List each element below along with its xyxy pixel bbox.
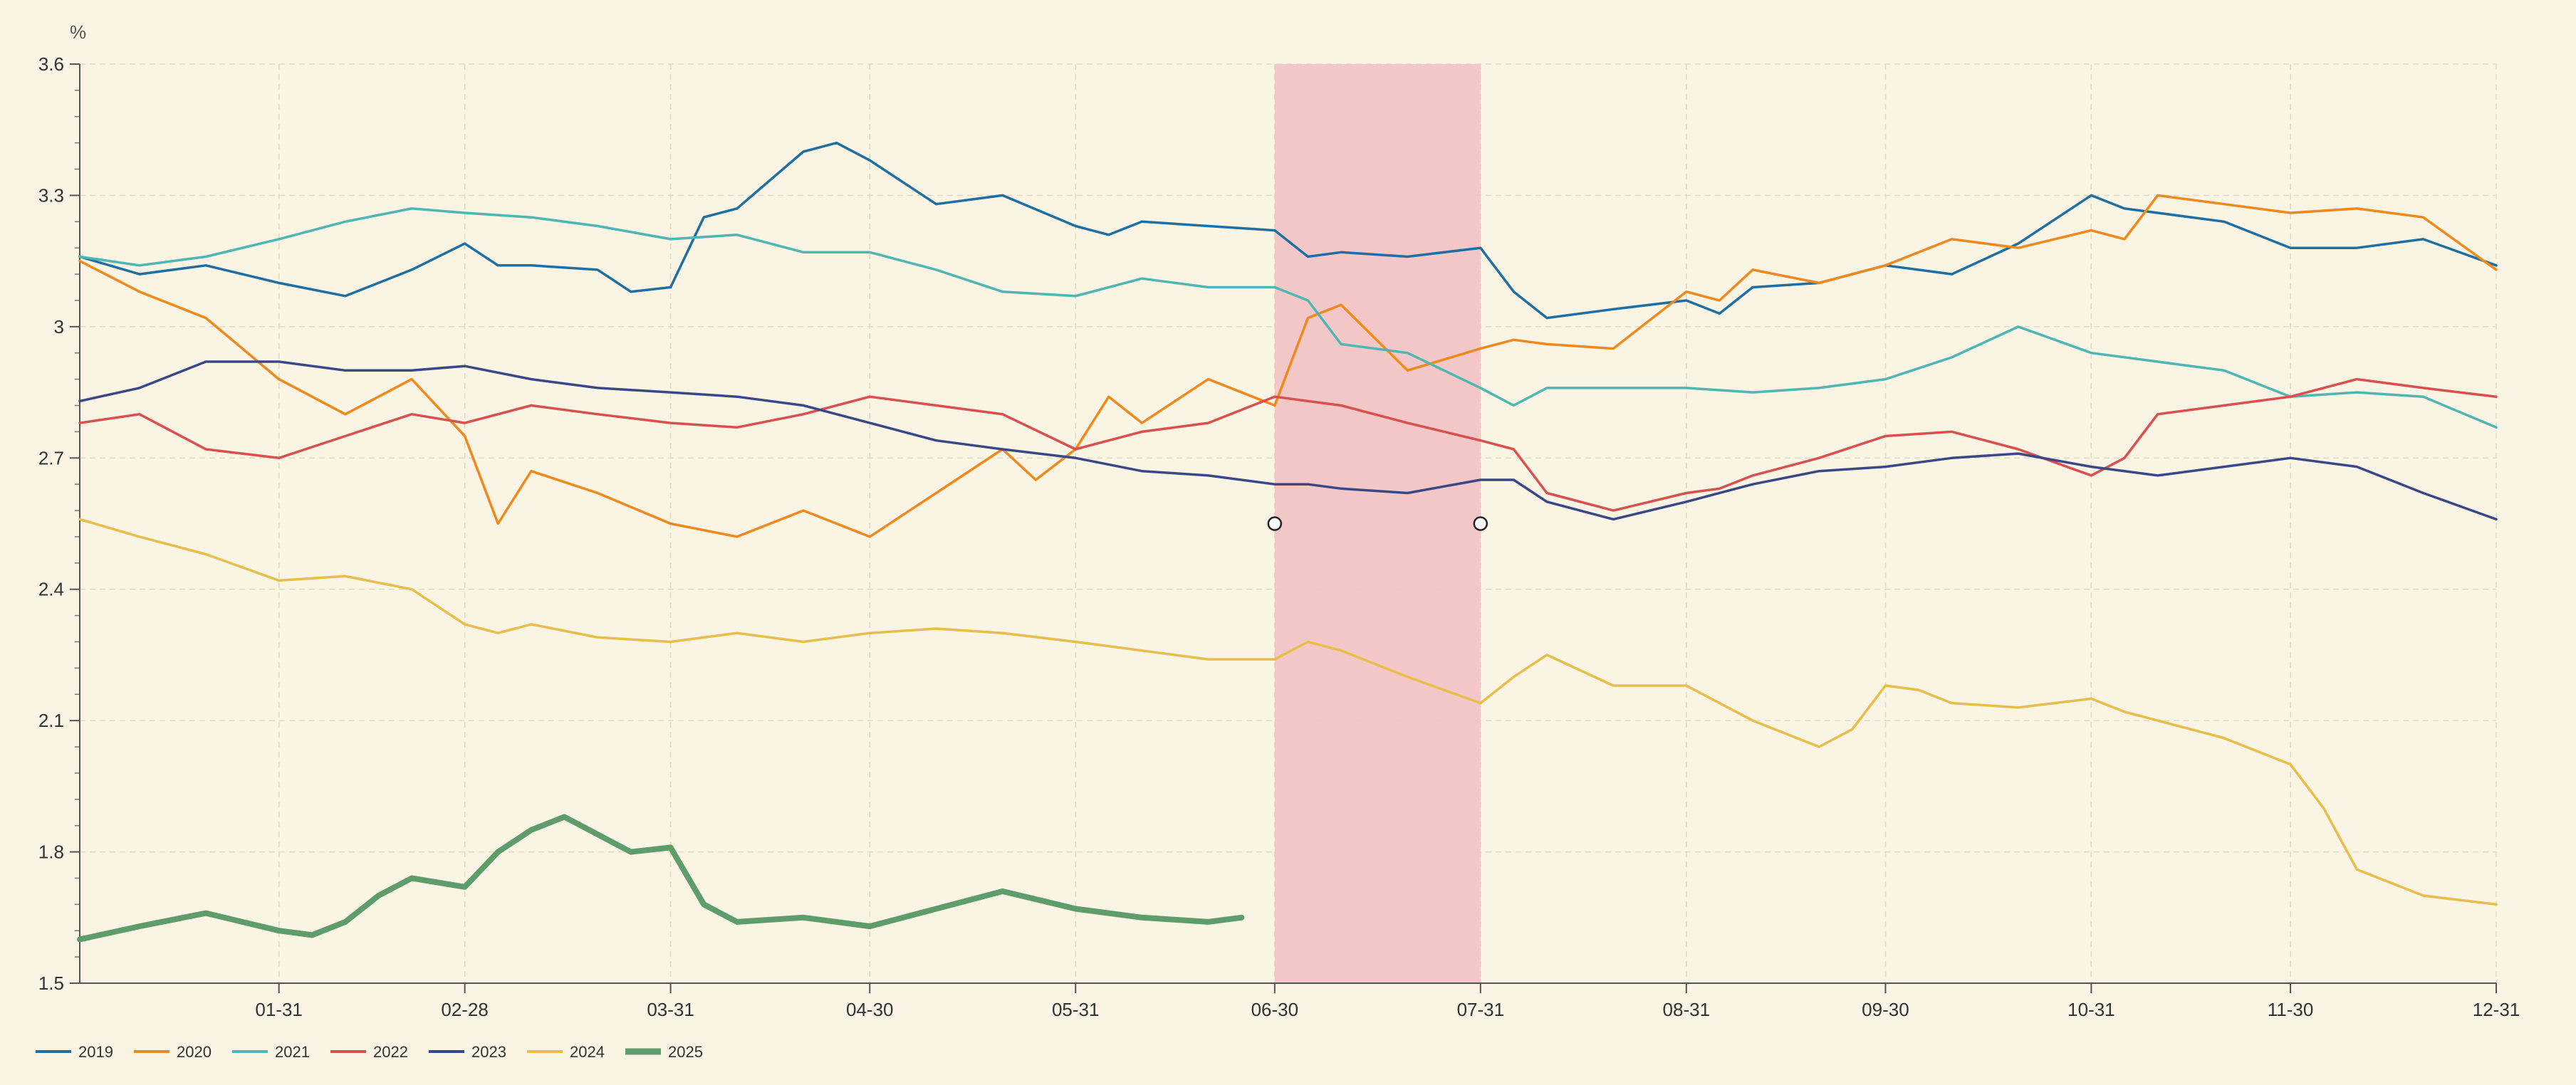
series-line-2022 [78, 377, 2498, 512]
y-tick-label: 1.5 [38, 973, 64, 994]
legend-label: 2019 [78, 1043, 113, 1061]
legend-item-2019[interactable]: 2019 [36, 1043, 113, 1061]
series-line-2021 [78, 207, 2498, 429]
series-line-2019 [78, 141, 2498, 320]
legend-item-2021[interactable]: 2021 [232, 1043, 310, 1061]
shaded-region [1274, 64, 1481, 983]
x-tick-label: 04-30 [846, 999, 894, 1020]
y-unit-label: % [70, 21, 86, 43]
x-tick-label: 10-31 [2067, 999, 2115, 1020]
legend-label: 2021 [275, 1043, 310, 1061]
y-tick-label: 1.8 [38, 842, 64, 863]
x-tick-label: 05-31 [1052, 999, 1100, 1020]
x-tick-label: 11-30 [2268, 999, 2314, 1020]
markers [1267, 516, 1488, 531]
x-tick-label: 02-28 [441, 999, 489, 1020]
x-tick-label: 01-31 [255, 999, 303, 1020]
region-marker [1473, 516, 1488, 531]
legend-label: 2023 [471, 1043, 506, 1061]
series-line-2023 [78, 360, 2498, 521]
axes: 1.5 1.8 2.1 2.4 2.7 3 3.3 3.6 01-31 02-28 03-31 04-… [38, 53, 2520, 1020]
legend-item-2022[interactable]: 2022 [330, 1043, 408, 1061]
series-lines [77, 141, 2498, 943]
x-tick-label: 08-31 [1663, 999, 1711, 1020]
series-line-2025 [77, 814, 1245, 943]
legend-label: 2020 [177, 1043, 212, 1061]
legend-item-2023[interactable]: 2023 [429, 1043, 506, 1061]
legend-item-2024[interactable]: 2024 [527, 1043, 605, 1061]
x-tick-label: 07-31 [1457, 999, 1505, 1020]
legend-item-2025[interactable]: 2025 [625, 1043, 703, 1061]
legend-label: 2022 [373, 1043, 408, 1061]
y-tick-label: 3.3 [38, 184, 64, 206]
x-tick-label: 12-31 [2473, 999, 2520, 1020]
highlight-band [1274, 64, 1481, 983]
y-tick-label: 3 [54, 316, 64, 337]
x-tick-label: 06-30 [1251, 999, 1299, 1020]
series-line-2024 [78, 518, 2498, 906]
legend[interactable]: 2019 2020 2021 2022 2023 2024 2025 [36, 1043, 703, 1061]
y-tick-label: 2.4 [38, 579, 64, 600]
legend-label: 2024 [570, 1043, 605, 1061]
x-tick-label: 09-30 [1862, 999, 1909, 1020]
x-tick-label: 03-31 [647, 999, 694, 1020]
legend-item-2020[interactable]: 2020 [134, 1043, 212, 1061]
series-line-2020 [78, 194, 2498, 538]
y-tick-label: 3.6 [38, 53, 64, 75]
y-tick-label: 2.1 [38, 710, 64, 731]
legend-label: 2025 [668, 1043, 703, 1061]
y-tick-label: 2.7 [38, 447, 64, 468]
region-marker [1267, 516, 1283, 531]
